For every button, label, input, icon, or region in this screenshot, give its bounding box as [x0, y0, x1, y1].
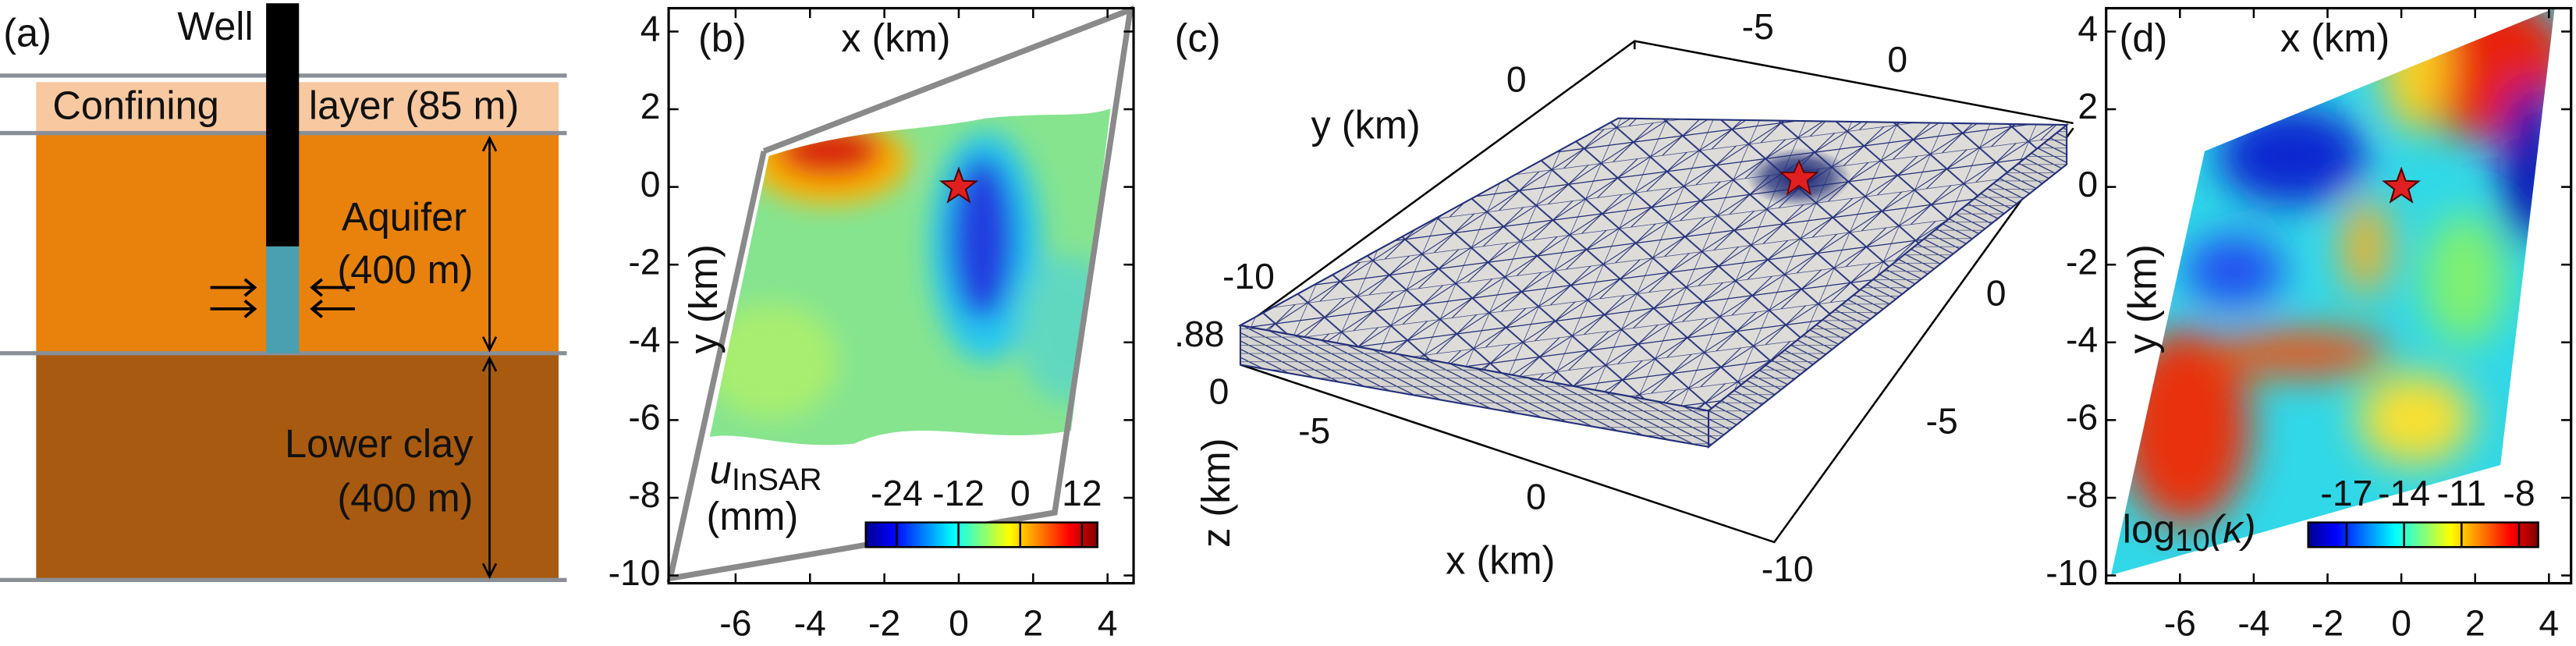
x-tick-label: -6 [719, 603, 751, 644]
well-star [1779, 159, 1819, 196]
y-tick-label: 0 [640, 164, 661, 204]
tick-label: -5 [1742, 6, 1774, 47]
flow-arrows [210, 278, 355, 318]
tick-label: 0 [1986, 272, 2007, 313]
aquifer-label: (400 m) [337, 247, 473, 292]
y-tick-label: 2 [640, 86, 661, 126]
y-tick-label: -4 [628, 319, 660, 360]
y-tick-label: -8 [2066, 474, 2098, 515]
colorbar-symbol: u [710, 448, 732, 492]
clay-label: Lower clay [285, 421, 474, 466]
y-axis-label: y (km) [2120, 244, 2165, 353]
x-tick-label: 2 [1023, 603, 1043, 644]
y-tick-label: -8 [628, 474, 660, 515]
panel-label: (d) [2120, 16, 2168, 60]
panel-a: (a) Well Confining layer (85 m) Aquifer … [0, 3, 567, 582]
y-tick-label: 4 [2077, 9, 2098, 49]
y-axis-label: y (km) [1311, 103, 1420, 147]
panel-label: (a) [3, 11, 51, 55]
colorbar-subscript: InSAR [732, 463, 822, 497]
x-axis-label: x (km) [1446, 538, 1555, 583]
z-axis-label: z (km) [1194, 438, 1238, 548]
y-axis-label: y (km) [681, 244, 726, 353]
confining-label: layer (85 m) [309, 83, 519, 127]
x-tick-label: -4 [794, 603, 826, 644]
x-tick-label: 4 [2539, 603, 2559, 644]
panel-b: (b) x (km) y (km) uInSAR (mm) -6 -4 -2 0 2 4 -… [609, 5, 1135, 644]
tick-label: 0 [1506, 59, 1527, 100]
x-tick-label: -2 [2312, 603, 2344, 644]
y-tick-label: -2 [628, 241, 660, 282]
colorbar-label: uInSAR [710, 448, 822, 497]
well-star [2382, 166, 2421, 204]
colorbar-unit: (mm) [707, 494, 799, 538]
y-tick-label: -4 [2066, 319, 2098, 360]
y-tick-label: -10 [2046, 552, 2098, 593]
well-screen [266, 246, 300, 353]
colorbar-subscript: 10 [2175, 523, 2210, 557]
panel-c: (c) y (km) x (km) z (km) [1175, 16, 2074, 583]
colorbar [2307, 521, 2539, 548]
y-tick-label: -10 [609, 552, 661, 593]
slab-top-mesh [1237, 117, 2070, 412]
clay-layer [36, 354, 559, 580]
well-label: Well [177, 4, 253, 48]
x-tick-label: 4 [1098, 603, 1118, 644]
colorbar-tick-label: -14 [2378, 473, 2430, 513]
panel-d: (d) x (km) y (km) log10(κ) -6 -4 -2 0 2 4 -10 -… [2046, 6, 2573, 644]
colorbar-tick-label: -11 [2437, 473, 2487, 513]
tick-label: .88 [1174, 314, 1224, 354]
outline [666, 5, 1134, 582]
x-tick-label: 0 [949, 603, 969, 644]
box-frame [1240, 40, 2074, 544]
colorbar-base: log [2123, 507, 2175, 552]
well-casing [266, 3, 300, 247]
tick-label: 0 [1209, 371, 1229, 412]
y-tick-label: 4 [640, 9, 661, 49]
panel-label: (c) [1175, 16, 1221, 60]
x-tick-label: -2 [868, 603, 900, 644]
y-tick-label: 2 [2077, 86, 2098, 126]
aquifer-label: Aquifer [342, 195, 467, 240]
tick-label: 0 [1887, 39, 1907, 80]
tick-label: -10 [1762, 548, 1814, 589]
colorbar [864, 521, 1098, 548]
colorbar-tick-label: -17 [2320, 473, 2372, 513]
tick-label: -5 [1926, 401, 1958, 442]
y-tick-label: 0 [2077, 164, 2098, 204]
colorbar-tick-label: 0 [1010, 473, 1031, 513]
axes-frame [2105, 6, 2573, 585]
insar-field [709, 108, 1111, 445]
colorbar-argument: (κ) [2210, 507, 2256, 552]
x-tick-label: 0 [2391, 603, 2411, 644]
colorbar-tick-label: 12 [1062, 473, 1102, 513]
y-tick-label: -6 [2066, 397, 2098, 438]
colorbar-tick-label: -24 [871, 473, 923, 513]
tick-label: -10 [1222, 256, 1275, 296]
colorbar-tick-label: -12 [932, 473, 985, 513]
colorbar-label: log10(κ) [2123, 507, 2256, 558]
x-tick-label: 2 [2465, 603, 2486, 644]
axes-frame [667, 6, 1135, 585]
well-star [939, 166, 979, 204]
panel-label: (b) [698, 16, 747, 60]
tick-label: -5 [1298, 410, 1330, 451]
x-axis-label: x (km) [841, 16, 950, 60]
y-tick-label: -6 [628, 397, 660, 438]
confining-label: Confining [52, 83, 218, 127]
colorbar-tick-label: -8 [2503, 473, 2535, 513]
y-tick-label: -2 [2066, 241, 2098, 282]
x-tick-label: -4 [2237, 603, 2269, 644]
clay-label: (400 m) [337, 476, 473, 520]
tick-label: 0 [1526, 476, 1546, 516]
x-axis-label: x (km) [2280, 16, 2390, 60]
thickness-arrows [481, 135, 498, 580]
x-tick-label: -6 [2164, 603, 2196, 644]
